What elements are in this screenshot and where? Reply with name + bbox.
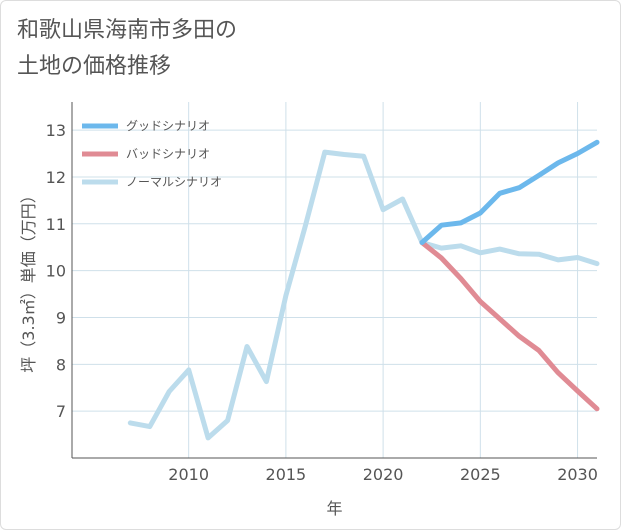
series-lines [127, 139, 600, 441]
y-tick-label: 11 [46, 215, 66, 234]
axes [71, 102, 597, 459]
grid-lines [72, 102, 597, 458]
x-tick-label: 2010 [168, 465, 209, 484]
x-tick-labels: 2010 2015 2020 2025 2030 [168, 465, 598, 484]
y-tick-label: 7 [56, 402, 66, 421]
legend-label-1: バッドシナリオ [126, 147, 210, 161]
y-tick-labels: 7 8 9 10 11 12 13 [46, 121, 66, 421]
series-line-0 [419, 139, 600, 245]
legend-label-2: ノーマルシナリオ [126, 175, 222, 189]
y-tick-label: 10 [46, 262, 66, 281]
legend-label-0: グッドシナリオ [126, 119, 210, 133]
chart-title-line-2: 土地の価格推移 [17, 54, 172, 79]
x-tick-label: 2025 [460, 465, 501, 484]
y-axis-title: 坪（3.3㎡）単価（万円） [19, 187, 38, 372]
series-line-1 [419, 240, 600, 412]
chart-title: 和歌山県海南市多田の 土地の価格推移 [17, 13, 237, 85]
y-tick-label: 9 [56, 308, 66, 327]
x-tick-label: 2030 [557, 465, 598, 484]
x-tick-label: 2020 [363, 465, 404, 484]
y-tick-label: 13 [46, 121, 66, 140]
chart-title-line-1: 和歌山県海南市多田の [17, 18, 238, 43]
x-tick-label: 2015 [266, 465, 307, 484]
series-line-2 [127, 149, 600, 441]
x-axis-title: 年 [326, 499, 342, 518]
y-tick-label: 8 [56, 355, 66, 374]
y-tick-label: 12 [46, 168, 66, 187]
